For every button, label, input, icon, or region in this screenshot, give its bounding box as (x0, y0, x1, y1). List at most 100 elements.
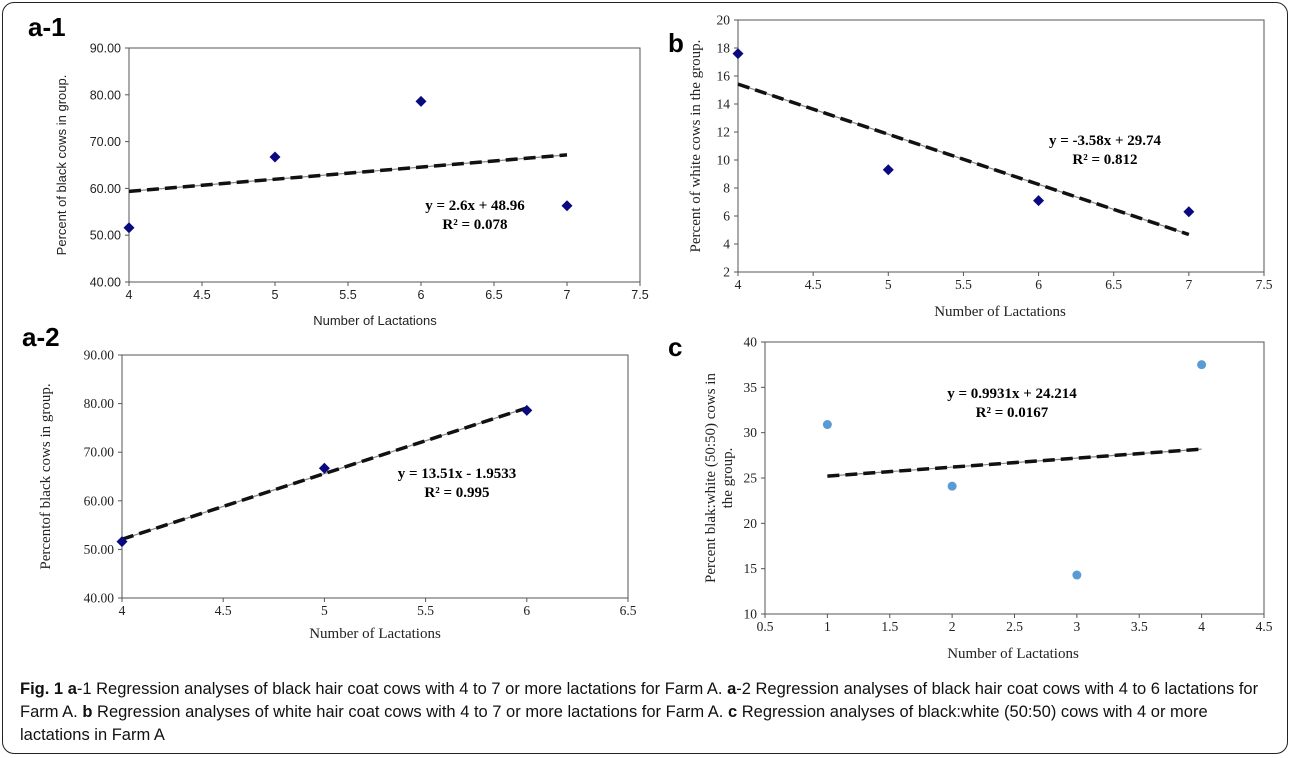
x-tick-label: 7.5 (1256, 277, 1273, 292)
x-tick-label: 5.5 (417, 603, 434, 618)
panel-a2: a-2 4 4.5 5 5.5 6 6.5 40.00 50.00 60.00 70.00 80.00… (22, 322, 637, 642)
data-point-diamond (1183, 206, 1195, 218)
y-tick-label: 40 (744, 335, 758, 350)
y-tick-label: 35 (744, 380, 758, 395)
x-tick-label: 4.5 (1256, 619, 1273, 634)
x-tick-label: 7.5 (631, 288, 648, 302)
y-axis-title: Percentof black cows in group. (38, 383, 54, 569)
data-point-diamond (561, 200, 573, 212)
x-tick-label: 5 (885, 277, 892, 292)
trendline-dashed (128, 153, 568, 194)
data-point-diamond (882, 164, 894, 176)
y-tick-label: 14 (717, 97, 731, 112)
panel-a1: a-1 4 4.5 5 5.5 6 6.5 7 7.5 40.00 50.00 60.00 70.00 8… (28, 12, 649, 328)
trend-r-squared: R² = 0.078 (442, 217, 507, 233)
x-axis-title: Number of Lactations (309, 626, 441, 642)
trendline-dashed (737, 82, 1190, 237)
y-tick-label: 40.00 (90, 276, 121, 290)
data-point-diamond (123, 222, 135, 234)
x-axis-title: Number of Lactations (934, 304, 1066, 320)
x-tick-label: 5.5 (955, 277, 972, 292)
caption-seg-3-bold: c (727, 703, 738, 721)
x-tick-label: 6.5 (620, 603, 637, 618)
trend-r-squared: R² = 0.0167 (976, 405, 1049, 421)
y-tick-label: 50.00 (90, 229, 121, 243)
x-tick-label: 6.5 (485, 288, 502, 302)
trendline-dashed (827, 447, 1202, 478)
y-tick-label: 6 (723, 209, 730, 224)
data-point-circle (1072, 570, 1082, 580)
y-tick-label: 25 (744, 471, 758, 486)
plot-area-c (764, 341, 1265, 615)
caption-seg-2-bold: b (82, 703, 93, 721)
panel-label-a1: a-1 (28, 12, 66, 42)
panel-c: c 0.5 1 1.5 2 2.5 3 3.5 4 4.5 10 15 20 25 30 35 40 Number… (668, 332, 1273, 662)
x-tick-label: 3.5 (1131, 619, 1148, 634)
x-tick-label: 7 (564, 288, 571, 302)
caption-seg-0-text: -1 Regression analyses of black hair coa… (76, 680, 728, 698)
y-axis-title-line2: the group. (720, 448, 736, 509)
y-tick-label: 40.00 (84, 591, 115, 606)
y-tick-label: 90.00 (84, 348, 115, 363)
y-tick-label: 20 (744, 516, 758, 531)
caption-seg-1-bold: a (727, 680, 737, 698)
y-tick-label: 15 (744, 561, 758, 576)
trend-r-squared: R² = 0.995 (424, 485, 489, 501)
x-tick-label: 1 (824, 619, 831, 634)
y-tick-label: 16 (717, 69, 731, 84)
y-tick-label: 30 (744, 425, 758, 440)
x-tick-label: 3 (1074, 619, 1081, 634)
x-tick-label: 6 (418, 288, 425, 302)
x-tick-label: 6.5 (1105, 277, 1122, 292)
data-point-diamond (318, 462, 330, 474)
x-tick-label: 6 (1035, 277, 1042, 292)
trend-equation: y = -3.58x + 29.74 (1049, 133, 1162, 149)
data-point-circle (1197, 360, 1207, 370)
caption-seg-3-text: Regression analyses of black:white (50:5… (20, 703, 1208, 744)
y-tick-label: 18 (717, 41, 731, 56)
data-point-diamond (116, 536, 128, 548)
x-tick-label: 7 (1185, 277, 1192, 292)
x-tick-label: 4.5 (805, 277, 822, 292)
y-tick-label: 80.00 (90, 88, 121, 102)
figure-canvas: a-1 4 4.5 5 5.5 6 6.5 7 7.5 40.00 50.00 60.00 70.00 8… (22, 12, 1273, 662)
caption-seg-1-text: -2 Regression analyses of black hair coa… (20, 680, 1259, 721)
panel-label-b: b (668, 28, 684, 58)
x-tick-label: 5 (321, 603, 328, 618)
y-tick-label: 4 (723, 237, 730, 252)
y-axis-title: Percent of white cows in the group. (688, 40, 704, 253)
x-tick-label: 5.5 (339, 288, 356, 302)
y-tick-label: 80.00 (84, 396, 115, 411)
y-axis-title: Percent of black cows in group. (54, 75, 69, 256)
y-tick-label: 60.00 (84, 493, 115, 508)
y-tick-label: 50.00 (84, 542, 115, 557)
x-tick-label: 2.5 (1006, 619, 1023, 634)
x-tick-label: 4.5 (215, 603, 232, 618)
caption-figure-label: Fig. 1 (20, 680, 64, 698)
data-point-diamond (1033, 195, 1045, 207)
x-tick-label: 0.5 (757, 619, 774, 634)
x-tick-label: 4 (1198, 619, 1205, 634)
figure-caption: Fig. 1 a-1 Regression analyses of black … (20, 678, 1275, 747)
trend-equation: y = 13.51x - 1.9533 (398, 466, 517, 482)
trend-r-squared: R² = 0.812 (1072, 152, 1137, 168)
y-tick-label: 90.00 (90, 42, 121, 56)
trend-equation: y = 0.9931x + 24.214 (947, 386, 1077, 402)
x-tick-label: 6 (523, 603, 530, 618)
caption-seg-0-bold: a (67, 680, 77, 698)
y-tick-label: 70.00 (90, 135, 121, 149)
data-point-diamond (732, 48, 744, 60)
y-tick-label: 8 (723, 181, 730, 196)
y-tick-label: 2 (723, 265, 730, 280)
caption-seg-2-text: Regression analyses of white hair coat c… (92, 703, 728, 721)
x-tick-label: 5 (272, 288, 279, 302)
x-tick-label: 4.5 (193, 288, 210, 302)
y-tick-label: 12 (717, 125, 731, 140)
panel-label-a2: a-2 (22, 322, 60, 352)
x-tick-label: 4 (126, 288, 133, 302)
y-axis-title: Percent blak:white (50:50) cows inthe gr… (703, 373, 736, 583)
plot-area-a1 (128, 47, 641, 283)
data-point-circle (947, 481, 957, 491)
x-axis-title: Number of Lactations (313, 313, 437, 328)
